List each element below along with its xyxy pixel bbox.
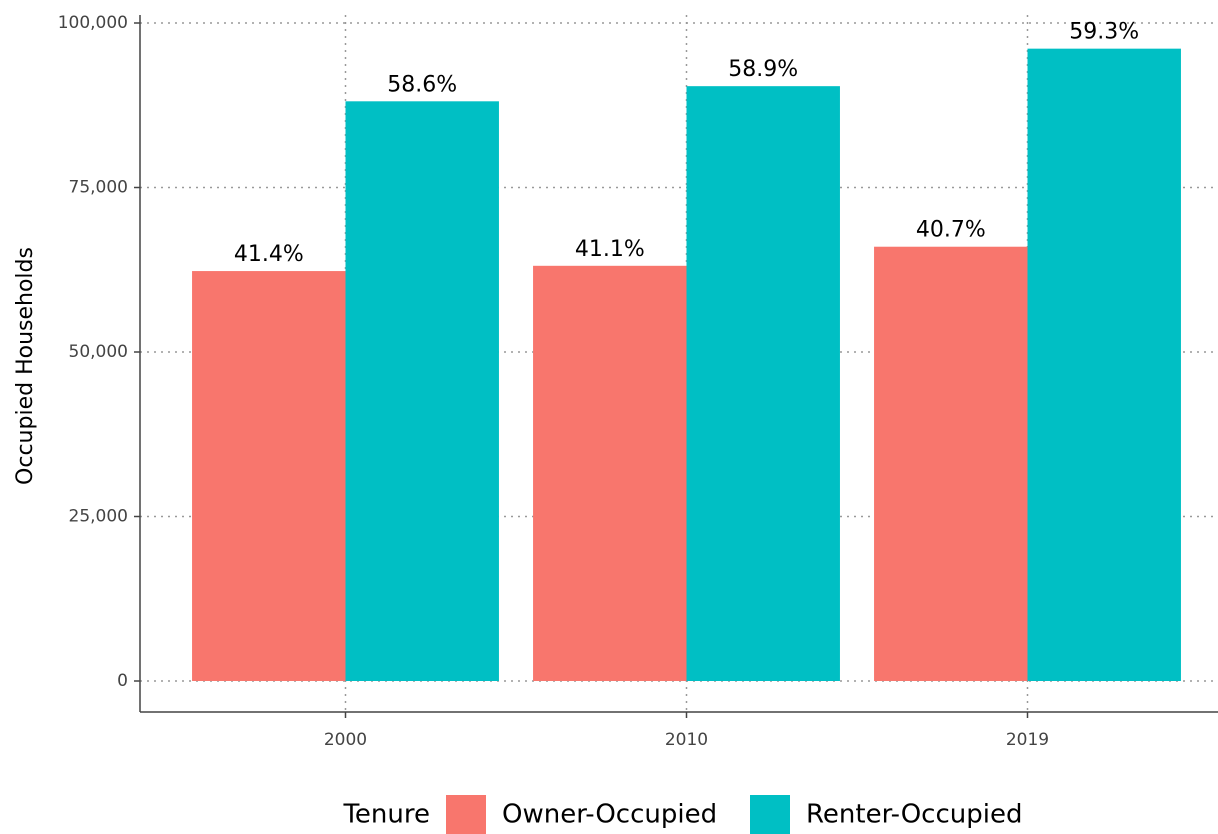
bar <box>192 271 346 681</box>
value-label: 40.7% <box>916 218 986 243</box>
x-tick-label: 2000 <box>324 730 367 750</box>
y-tick-label: 25,000 <box>69 507 128 527</box>
legend-label: Owner-Occupied <box>502 800 717 830</box>
y-tick-label: 75,000 <box>69 178 128 198</box>
value-label: 58.6% <box>387 72 457 97</box>
value-label: 58.9% <box>728 57 798 82</box>
x-tick-label: 2010 <box>665 730 708 750</box>
x-tick-label: 2019 <box>1006 730 1049 750</box>
legend-key <box>446 795 486 834</box>
bar <box>686 86 840 682</box>
bar <box>874 246 1028 681</box>
bar <box>533 265 687 681</box>
bar <box>1027 48 1181 682</box>
y-tick-label: 100,000 <box>58 13 128 33</box>
value-label: 41.1% <box>575 237 645 262</box>
legend-title: Tenure <box>342 800 430 830</box>
y-axis-title: Occupied Households <box>13 247 38 485</box>
y-tick-label: 50,000 <box>69 342 128 362</box>
value-label: 41.4% <box>234 242 304 267</box>
legend-label: Renter-Occupied <box>806 800 1022 830</box>
y-tick-label: 0 <box>117 671 128 691</box>
legend-key <box>750 795 790 834</box>
value-label: 59.3% <box>1069 20 1139 45</box>
bar <box>345 101 499 681</box>
